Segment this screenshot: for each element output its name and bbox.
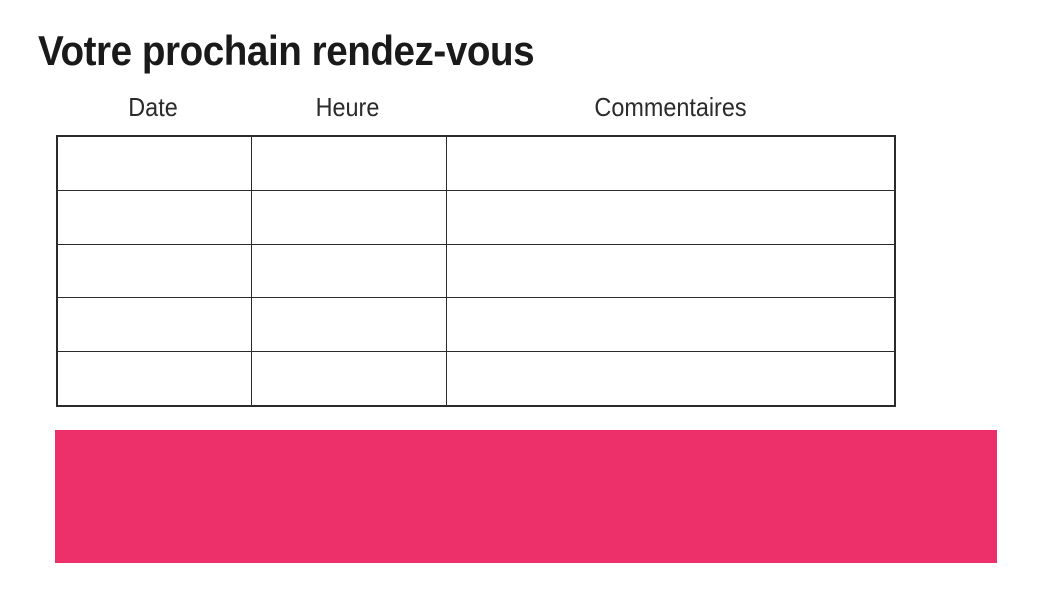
- table-header-row: Date Heure Commentaires: [56, 92, 896, 123]
- table-cell: [58, 137, 252, 190]
- table-cell: [252, 244, 447, 298]
- table-row: [58, 298, 894, 353]
- table-cell: [58, 298, 252, 352]
- table-cell: [58, 244, 252, 298]
- column-header-commentaires: Commentaires: [594, 92, 747, 122]
- table-cell: [447, 298, 894, 351]
- page-title: Votre prochain rendez-vous: [38, 27, 535, 74]
- table-cell: [58, 190, 252, 244]
- column-header-date: Date: [128, 92, 178, 122]
- table-cell: [447, 245, 894, 298]
- column-header-heure: Heure: [315, 92, 380, 122]
- table-cell: [252, 190, 447, 244]
- table-row: [58, 137, 894, 191]
- appointments-table: [56, 135, 896, 407]
- table-cell: [252, 137, 447, 190]
- table-cell: [447, 191, 894, 244]
- table-cell: [58, 352, 252, 405]
- table-cell: [252, 298, 447, 352]
- table-row: [58, 244, 894, 299]
- table-row: [58, 190, 894, 245]
- table-cell: [252, 352, 447, 405]
- table-cell: [447, 352, 894, 405]
- table-cell: [447, 137, 894, 190]
- pink-banner: [55, 430, 997, 563]
- table-row: [58, 352, 894, 405]
